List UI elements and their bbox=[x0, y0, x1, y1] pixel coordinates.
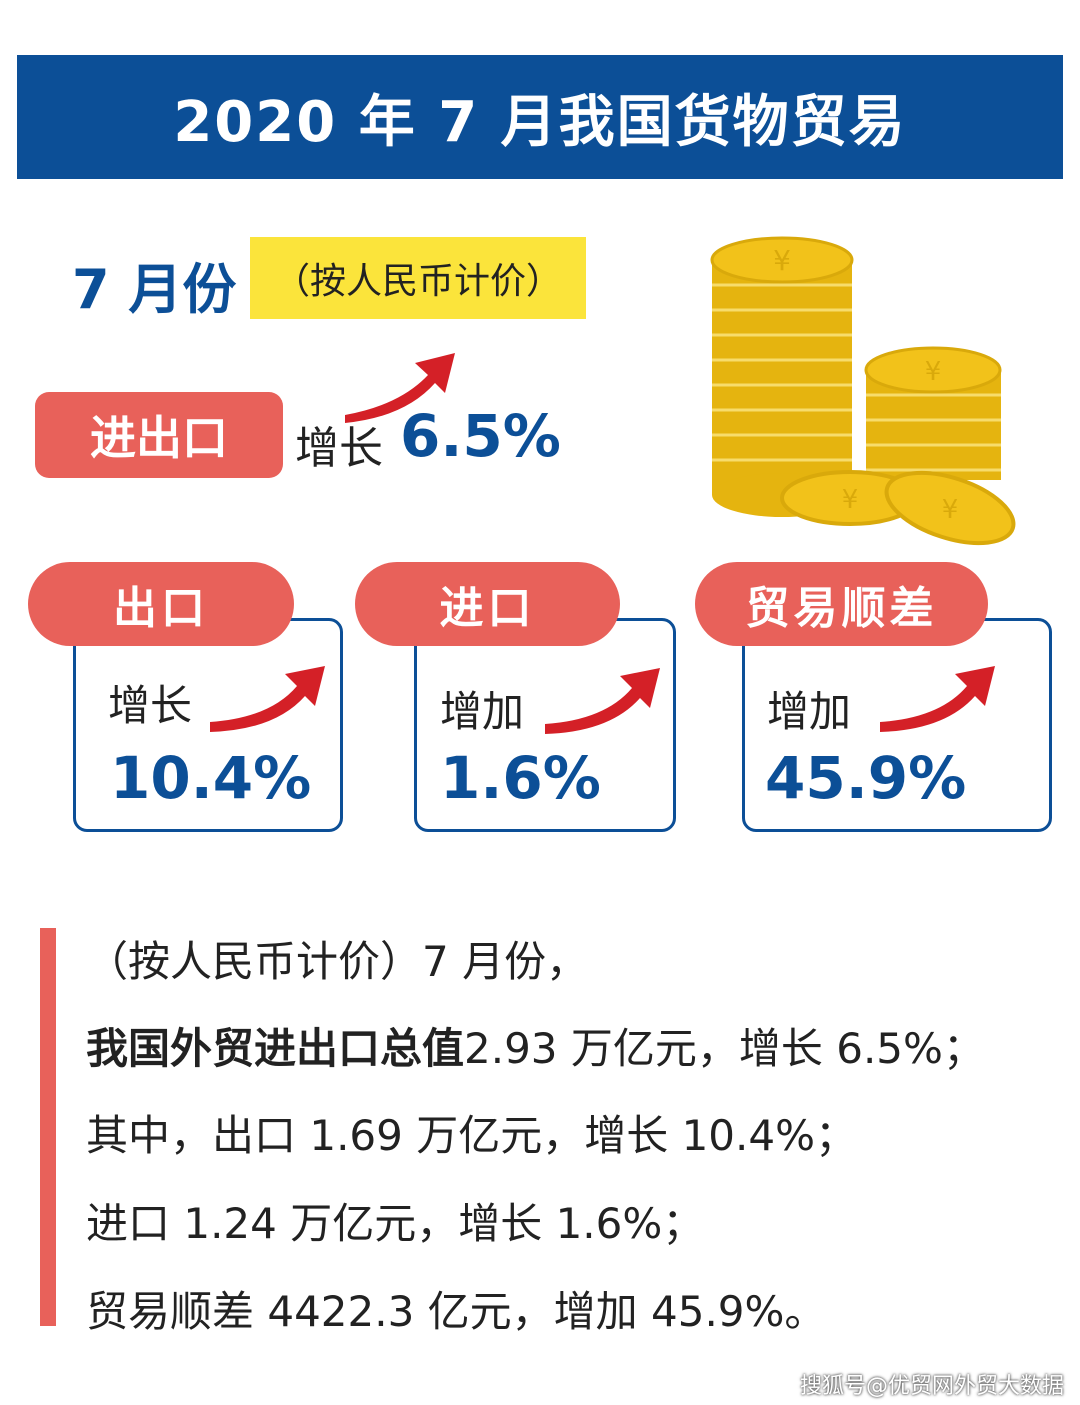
pricing-note: （按人民币计价） bbox=[250, 237, 586, 319]
title-banner: 2020 年 7 月我国货物贸易 bbox=[17, 55, 1063, 179]
export-label: 出口 bbox=[28, 562, 294, 646]
details-line-1: （按人民币计价）7 月份， bbox=[86, 937, 589, 986]
export-card bbox=[73, 618, 343, 832]
total-trade-value: 6.5% bbox=[400, 402, 561, 470]
import-value: 1.6% bbox=[440, 744, 601, 812]
svg-text:¥: ¥ bbox=[925, 357, 942, 387]
up-arrow-icon bbox=[210, 666, 325, 732]
up-arrow-icon bbox=[545, 668, 660, 734]
import-label: 进口 bbox=[355, 562, 620, 646]
watermark: 搜狐号@优贸网外贸大数据 bbox=[800, 1374, 1065, 1399]
details-line-4: 进口 1.24 万亿元，增长 1.6%； bbox=[86, 1199, 705, 1248]
month-label: 7 月份 bbox=[72, 258, 237, 321]
svg-text:¥: ¥ bbox=[842, 485, 859, 515]
details-line-2-rest: 2.93 万亿元，增长 6.5%； bbox=[464, 1024, 985, 1073]
coins-icon: ¥ ¥ ¥ ¥ bbox=[710, 236, 1016, 546]
details-line-3: 其中，出口 1.69 万亿元，增长 10.4%； bbox=[86, 1111, 857, 1160]
up-arrow-icon bbox=[345, 353, 455, 423]
svg-text:¥: ¥ bbox=[773, 244, 791, 277]
export-verb: 增长 bbox=[108, 681, 193, 730]
page-title: 2020 年 7 月我国货物贸易 bbox=[173, 89, 907, 155]
details-line-2-bold: 我国外贸进出口总值 bbox=[86, 1024, 465, 1073]
trade-surplus-value: 45.9% bbox=[765, 744, 967, 812]
details-line-5: 贸易顺差 4422.3 亿元，增加 45.9%。 bbox=[86, 1287, 827, 1336]
trade-surplus-label: 贸易顺差 bbox=[695, 562, 988, 646]
trade-surplus-verb: 增加 bbox=[767, 687, 852, 736]
export-value: 10.4% bbox=[110, 744, 312, 812]
details-line-2: 我国外贸进出口总值2.93 万亿元，增长 6.5%； bbox=[86, 1015, 985, 1076]
svg-text:¥: ¥ bbox=[942, 495, 959, 525]
details-accent-bar bbox=[40, 928, 56, 1326]
up-arrow-icon bbox=[880, 666, 995, 732]
total-trade-label: 进出口 bbox=[35, 392, 283, 478]
total-trade-verb: 增长 bbox=[295, 423, 383, 474]
import-verb: 增加 bbox=[440, 687, 525, 736]
